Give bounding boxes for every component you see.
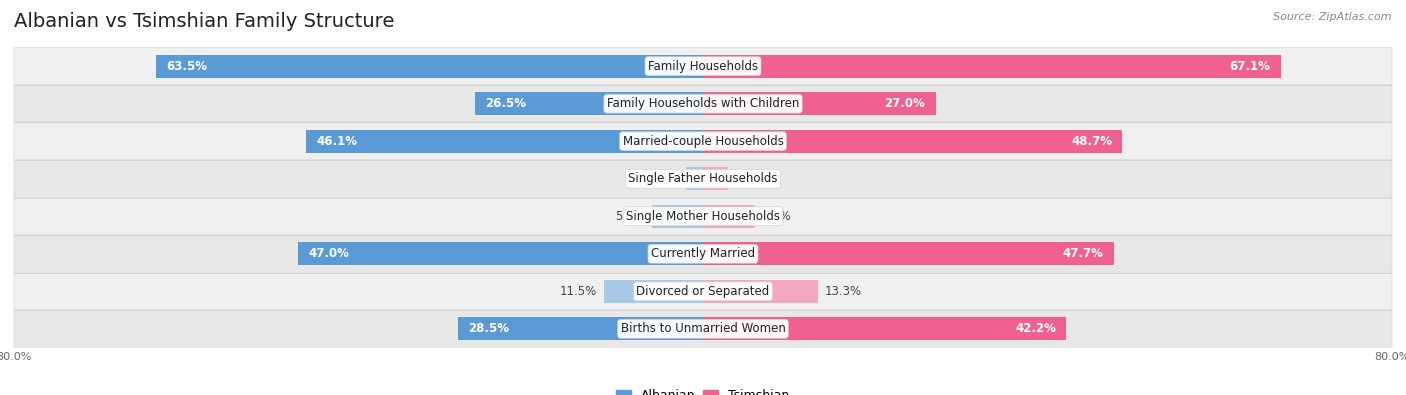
Text: 27.0%: 27.0% — [884, 97, 925, 110]
Text: 2.0%: 2.0% — [650, 172, 679, 185]
Legend: Albanian, Tsimshian: Albanian, Tsimshian — [612, 384, 794, 395]
Bar — [475, 92, 703, 115]
FancyBboxPatch shape — [14, 85, 1392, 122]
FancyBboxPatch shape — [14, 273, 1392, 310]
FancyBboxPatch shape — [14, 123, 1392, 160]
Text: 67.1%: 67.1% — [1230, 60, 1271, 73]
Bar — [156, 55, 703, 78]
Text: 48.7%: 48.7% — [1071, 135, 1112, 148]
Text: 26.5%: 26.5% — [485, 97, 526, 110]
Bar — [457, 317, 703, 340]
Bar — [686, 167, 703, 190]
Text: Single Mother Households: Single Mother Households — [626, 210, 780, 223]
FancyBboxPatch shape — [14, 310, 1392, 347]
Text: 47.7%: 47.7% — [1063, 247, 1104, 260]
Bar — [703, 130, 1122, 153]
Text: Currently Married: Currently Married — [651, 247, 755, 260]
Bar — [307, 130, 703, 153]
FancyBboxPatch shape — [14, 198, 1392, 235]
Bar — [703, 317, 1066, 340]
Bar — [703, 167, 728, 190]
Bar — [652, 205, 703, 228]
Text: Births to Unmarried Women: Births to Unmarried Women — [620, 322, 786, 335]
Text: 13.3%: 13.3% — [824, 285, 862, 298]
Bar — [703, 242, 1114, 265]
Bar — [703, 280, 817, 303]
Text: Single Father Households: Single Father Households — [628, 172, 778, 185]
Text: 2.9%: 2.9% — [735, 172, 765, 185]
FancyBboxPatch shape — [14, 235, 1392, 272]
Text: 42.2%: 42.2% — [1015, 322, 1056, 335]
Text: 6.0%: 6.0% — [762, 210, 792, 223]
FancyBboxPatch shape — [14, 48, 1392, 85]
Text: 28.5%: 28.5% — [468, 322, 509, 335]
Text: Divorced or Separated: Divorced or Separated — [637, 285, 769, 298]
Text: Married-couple Households: Married-couple Households — [623, 135, 783, 148]
Text: 46.1%: 46.1% — [316, 135, 357, 148]
Bar — [703, 55, 1281, 78]
Text: 11.5%: 11.5% — [560, 285, 598, 298]
Text: Family Households with Children: Family Households with Children — [607, 97, 799, 110]
FancyBboxPatch shape — [14, 160, 1392, 197]
Text: Albanian vs Tsimshian Family Structure: Albanian vs Tsimshian Family Structure — [14, 12, 395, 31]
Bar — [703, 205, 755, 228]
Bar — [298, 242, 703, 265]
Text: 63.5%: 63.5% — [166, 60, 208, 73]
Bar — [605, 280, 703, 303]
Text: 47.0%: 47.0% — [308, 247, 350, 260]
Text: Source: ZipAtlas.com: Source: ZipAtlas.com — [1274, 12, 1392, 22]
Bar — [703, 92, 935, 115]
Text: 5.9%: 5.9% — [616, 210, 645, 223]
Text: Family Households: Family Households — [648, 60, 758, 73]
